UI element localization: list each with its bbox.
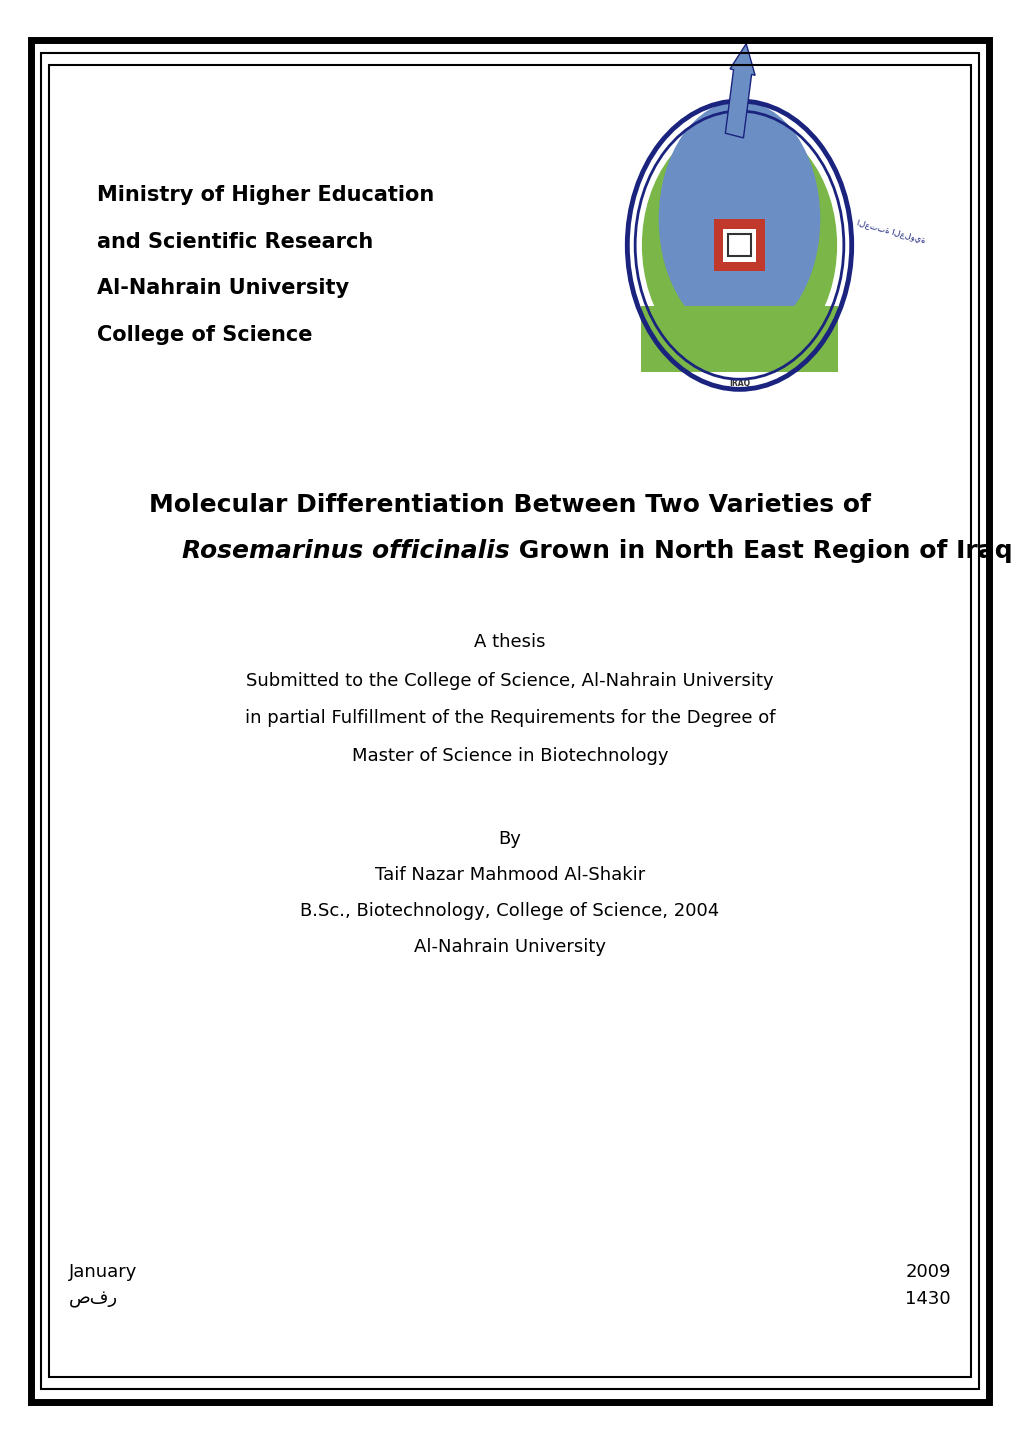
Text: Taif Nazar Mahmood Al-Shakir: Taif Nazar Mahmood Al-Shakir: [375, 867, 644, 884]
Ellipse shape: [658, 101, 819, 337]
FancyArrow shape: [725, 43, 754, 138]
Bar: [722, 229, 756, 262]
Text: Submitted to the College of Science, Al-Nahrain University: Submitted to the College of Science, Al-…: [246, 672, 773, 689]
Bar: [640, 306, 838, 372]
Text: 1430: 1430: [904, 1291, 950, 1308]
Text: العتبة العلوية: العتبة العلوية: [855, 218, 926, 244]
Ellipse shape: [641, 120, 837, 371]
Text: January: January: [69, 1263, 138, 1280]
Bar: [728, 235, 750, 257]
Text: Master of Science in Biotechnology: Master of Science in Biotechnology: [352, 747, 667, 764]
Text: College of Science: College of Science: [97, 324, 312, 345]
Text: IRAQ: IRAQ: [729, 379, 749, 388]
Text: A thesis: A thesis: [474, 633, 545, 650]
Text: Al-Nahrain University: Al-Nahrain University: [414, 939, 605, 956]
Text: Rosemarinus officinalis: Rosemarinus officinalis: [182, 539, 510, 562]
Text: in partial Fulfillment of the Requirements for the Degree of: in partial Fulfillment of the Requiremen…: [245, 709, 774, 727]
Text: Ministry of Higher Education: Ministry of Higher Education: [97, 185, 434, 205]
Text: Molecular Differentiation Between Two Varieties of: Molecular Differentiation Between Two Va…: [149, 493, 870, 516]
Text: 2009: 2009: [904, 1263, 950, 1280]
Text: By: By: [498, 831, 521, 848]
Text: Grown in North East Region of Iraq: Grown in North East Region of Iraq: [510, 539, 1012, 562]
Bar: [713, 219, 764, 271]
Text: and Scientific Research: and Scientific Research: [97, 232, 373, 252]
Text: صفر: صفر: [69, 1291, 118, 1308]
Text: Al-Nahrain University: Al-Nahrain University: [97, 278, 348, 298]
Text: B.Sc., Biotechnology, College of Science, 2004: B.Sc., Biotechnology, College of Science…: [300, 903, 719, 920]
